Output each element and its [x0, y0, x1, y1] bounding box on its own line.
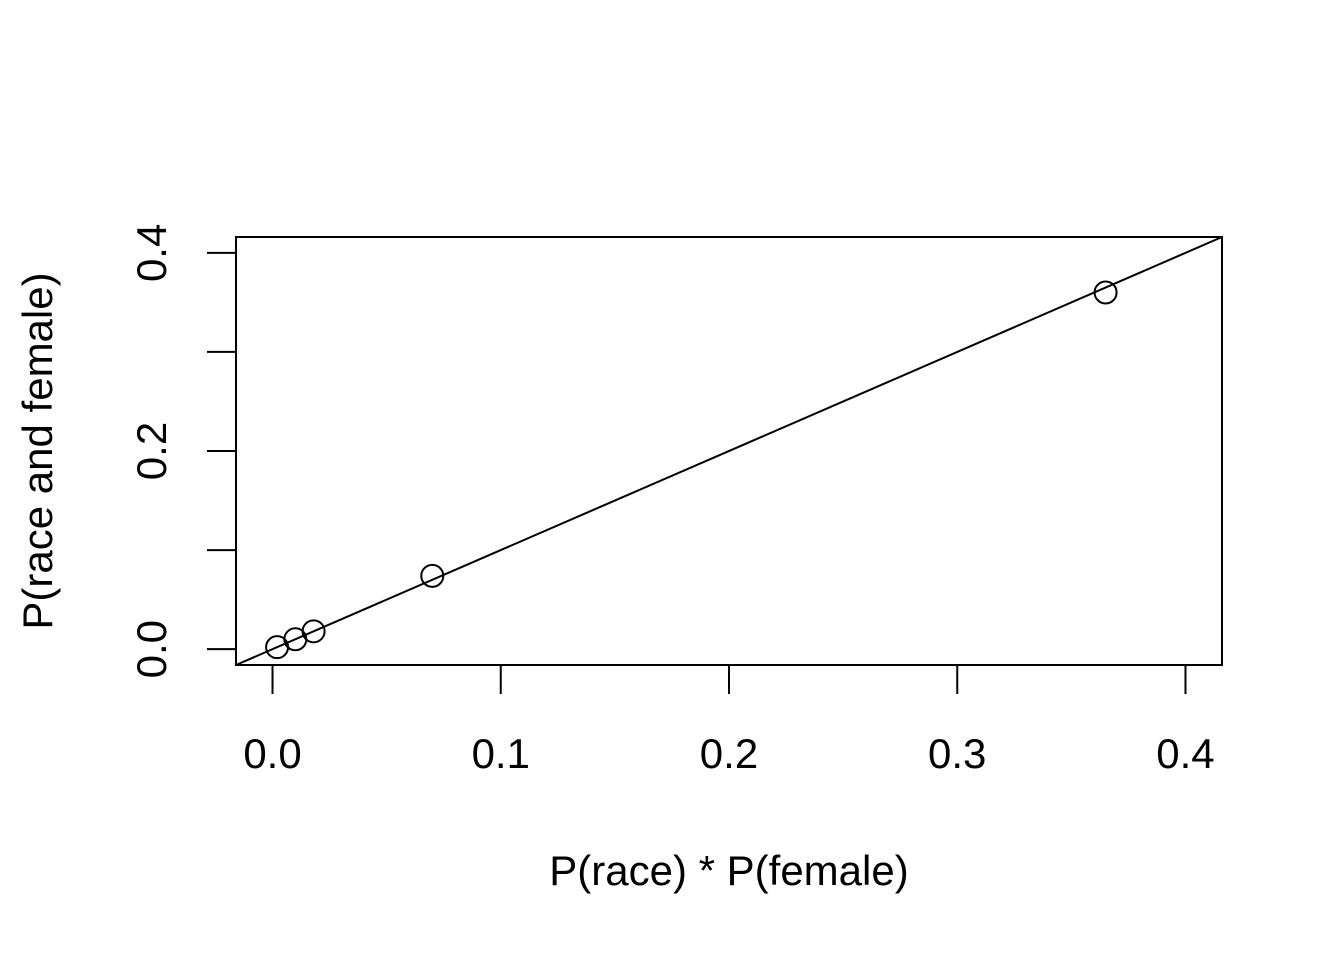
y-tick-label-2: 0.2 — [128, 422, 175, 480]
x-axis-label: P(race) * P(female) — [549, 847, 908, 894]
data-point-4 — [1093, 280, 1118, 305]
data-point-3 — [420, 563, 445, 588]
y-axis-label: P(race and female) — [14, 272, 61, 629]
plot-layer: 0.0 0.1 0.2 0.3 0.4 0.0 0.2 0.4 — [128, 224, 1223, 777]
y-tick-label-0: 0.0 — [128, 620, 175, 678]
reference-line — [235, 236, 1223, 666]
x-tick-label-3: 0.3 — [928, 730, 986, 777]
y-tick-label-4: 0.4 — [128, 224, 175, 282]
x-tick-label-1: 0.1 — [472, 730, 530, 777]
data-point-2 — [301, 619, 326, 644]
x-tick-label-0: 0.0 — [243, 730, 301, 777]
x-tick-label-4: 0.4 — [1156, 730, 1214, 777]
x-tick-label-2: 0.2 — [700, 730, 758, 777]
